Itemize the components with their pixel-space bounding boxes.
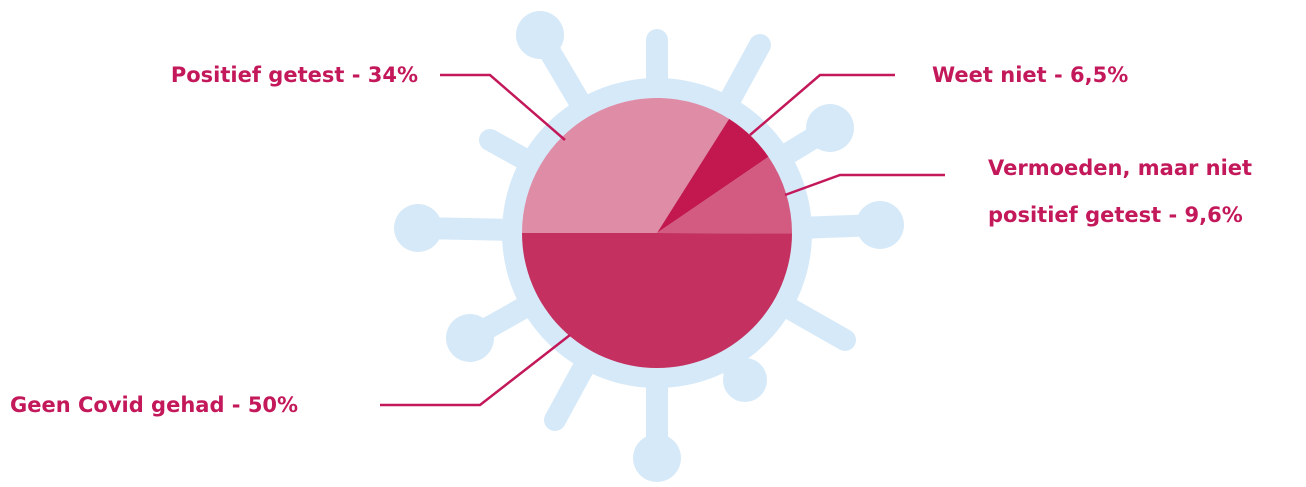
pie-slice: [657, 156, 792, 234]
pie-slice: [657, 118, 769, 233]
pie-slice: [522, 233, 792, 368]
leader-line: [380, 334, 571, 407]
leader-line: [784, 173, 945, 197]
leader-line: [749, 73, 895, 136]
pie-slice: [522, 98, 730, 233]
leader-line: [440, 73, 566, 141]
pie: [522, 98, 792, 368]
slice-label: Geen Covid gehad - 50%: [10, 393, 299, 417]
slice-label: Vermoeden, maar niet positief getest - 9…: [988, 156, 1253, 227]
slice-label: Weet niet - 6,5%: [932, 63, 1129, 87]
slice-label: Positief getest - 34%: [170, 63, 418, 87]
